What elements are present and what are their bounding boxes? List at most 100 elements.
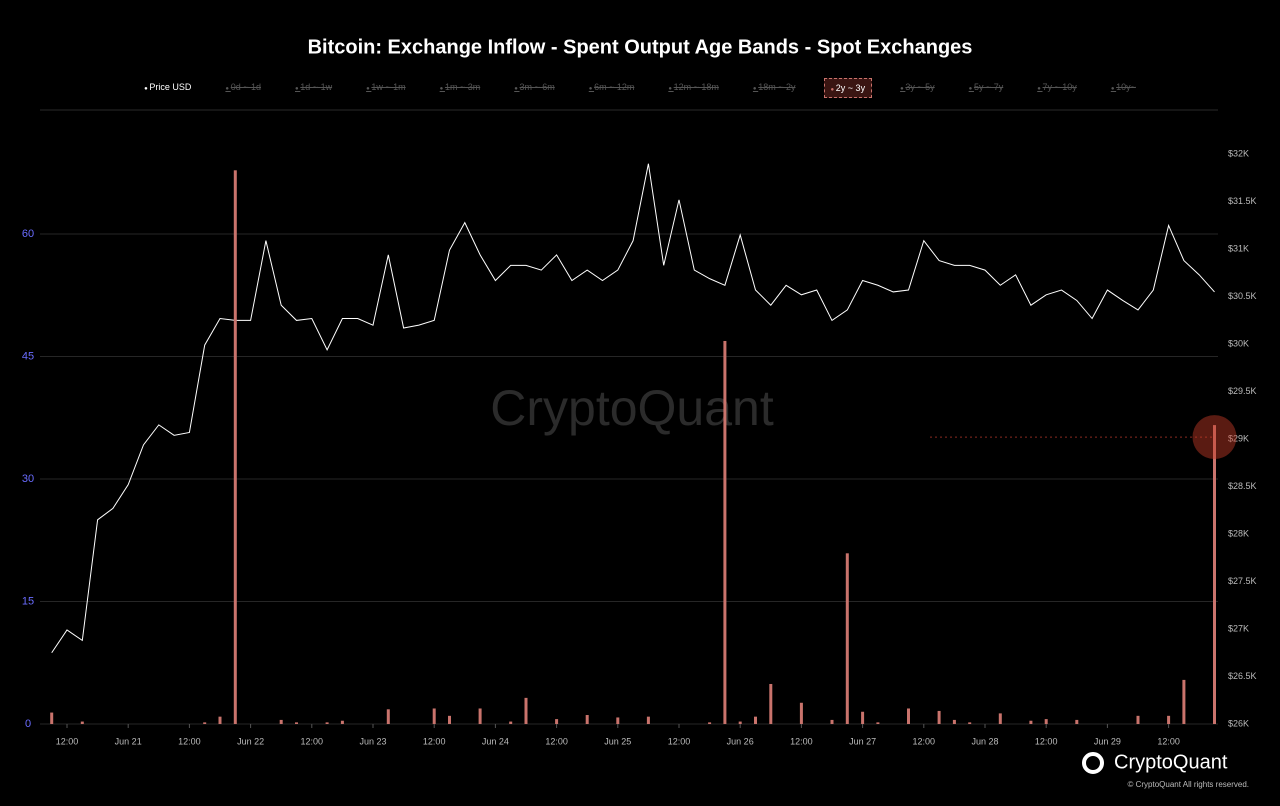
bar xyxy=(952,719,956,724)
legend-label: 3m ~ 6m xyxy=(519,82,555,92)
x-tick-label: Jun 23 xyxy=(359,736,386,746)
bar xyxy=(325,722,329,724)
legend-entry[interactable]: ● 1d ~ 1w xyxy=(289,78,338,98)
y-tick-label: 60 xyxy=(22,228,34,240)
bar xyxy=(845,553,849,724)
legend-entry[interactable]: ● 0d ~ 1d xyxy=(219,78,267,98)
legend-label: 1d ~ 1w xyxy=(300,82,333,92)
x-tick-label: Jun 21 xyxy=(115,736,142,746)
x-tick-label: 12:00 xyxy=(913,736,936,746)
legend-entry[interactable]: ● 10y~ xyxy=(1105,78,1142,98)
x-tick-label: 12:00 xyxy=(423,736,446,746)
legend-entry[interactable]: ● 7y ~ 10y xyxy=(1031,78,1083,98)
y2-tick-label: $26.5K xyxy=(1228,671,1257,681)
y2-tick-label: $27K xyxy=(1228,623,1249,633)
bar xyxy=(340,720,344,724)
brand-name: CryptoQuant xyxy=(1114,751,1228,773)
bar xyxy=(1029,720,1033,724)
x-tick-label: Jun 25 xyxy=(604,736,631,746)
legend-entry[interactable]: ● 1m ~ 3m xyxy=(434,78,487,98)
legend-dot: ● xyxy=(900,86,906,92)
price-line xyxy=(51,163,1215,654)
y-tick-label: 15 xyxy=(22,595,34,607)
legend-label: 18m ~ 2y xyxy=(758,82,796,92)
bar xyxy=(279,719,283,724)
watermark: CryptoQuant xyxy=(490,380,774,436)
x-tick-label: 12:00 xyxy=(545,736,568,746)
copyright: © CryptoQuant All rights reserved. xyxy=(1128,780,1250,789)
legend-label: 0d ~ 1d xyxy=(230,82,261,92)
bar xyxy=(754,716,757,724)
bar xyxy=(1182,679,1186,724)
bar xyxy=(233,170,237,725)
x-tick-label: 12:00 xyxy=(56,736,79,746)
x-tick-label: 12:00 xyxy=(790,736,813,746)
x-tick-label: Jun 26 xyxy=(727,736,754,746)
legend-entry[interactable]: ● 12m ~ 18m xyxy=(662,78,725,98)
legend-dot: ● xyxy=(295,86,301,92)
legend-label: 1m ~ 3m xyxy=(444,82,481,92)
legend-dot: ● xyxy=(514,86,520,92)
bar xyxy=(386,709,390,724)
bar xyxy=(616,717,620,724)
legend-entry[interactable]: ● 2y ~ 3y xyxy=(823,78,873,98)
x-tick-label: Jun 22 xyxy=(237,736,264,746)
bar xyxy=(585,715,589,724)
bar xyxy=(432,708,436,724)
bar xyxy=(723,340,727,724)
y-tick-label: 45 xyxy=(22,350,34,362)
bar xyxy=(708,722,712,724)
y2-tick-label: $28K xyxy=(1228,528,1249,538)
x-tick-label: 12:00 xyxy=(1157,736,1180,746)
legend-label: 12m ~ 18m xyxy=(673,82,719,92)
legend-entry[interactable]: ● 6m ~ 12m xyxy=(583,78,641,98)
bar xyxy=(524,697,528,724)
chart-title: Bitcoin: Exchange Inflow - Spent Output … xyxy=(308,36,973,58)
legend-dot: ● xyxy=(830,87,836,93)
legend-label: 7y ~ 10y xyxy=(1042,82,1077,92)
legend-dot: ● xyxy=(225,86,231,92)
legend-entry[interactable]: ● 5y ~ 7y xyxy=(963,78,1010,98)
bar xyxy=(555,719,559,724)
bar xyxy=(968,722,972,724)
legend-label: 5y ~ 7y xyxy=(973,82,1004,92)
legend-entry[interactable]: ● Price USD xyxy=(138,78,197,98)
x-tick-label: 12:00 xyxy=(1035,736,1058,746)
x-tick-label: Jun 29 xyxy=(1094,736,1121,746)
legend-entry[interactable]: ● 3y ~ 5y xyxy=(894,78,941,98)
legend-dot: ● xyxy=(1110,86,1117,92)
y2-tick-label: $26K xyxy=(1228,718,1249,728)
y2-tick-label: $30.5K xyxy=(1228,291,1257,301)
bar xyxy=(80,721,84,724)
y2-tick-label: $28.5K xyxy=(1228,481,1257,491)
bar xyxy=(830,719,834,724)
x-tick-label: 12:00 xyxy=(301,736,324,746)
bar xyxy=(509,721,513,724)
legend-entry[interactable]: ● 18m ~ 2y xyxy=(747,78,802,98)
bar xyxy=(799,702,803,724)
y2-tick-label: $31K xyxy=(1228,244,1249,254)
legend-entry[interactable]: ● 1w ~ 1m xyxy=(360,78,412,98)
y2-tick-label: $30K xyxy=(1228,339,1249,349)
bar xyxy=(738,721,742,724)
y-tick-label: 30 xyxy=(22,473,34,485)
legend-label: 3y ~ 5y xyxy=(905,82,935,92)
x-tick-label: Jun 24 xyxy=(482,736,509,746)
logo-mark xyxy=(1082,752,1104,774)
highlight-circle xyxy=(1192,415,1237,460)
bar xyxy=(937,710,941,724)
bar xyxy=(998,713,1002,724)
legend-dot: ● xyxy=(752,86,759,92)
bar xyxy=(646,716,650,724)
legend: ● Price USD ● 0d ~ 1d ● 1d ~ 1w ● 1w ~ 1m ● … xyxy=(0,78,1280,98)
legend-dot: ● xyxy=(439,86,445,92)
legend-label: Price USD xyxy=(149,82,192,92)
y2-tick-label: $29K xyxy=(1228,433,1249,443)
bar xyxy=(448,715,451,724)
legend-label: 6m ~ 12m xyxy=(594,82,635,92)
bar xyxy=(861,711,865,724)
legend-entry[interactable]: ● 3m ~ 6m xyxy=(508,78,561,98)
x-tick-label: 12:00 xyxy=(668,736,691,746)
